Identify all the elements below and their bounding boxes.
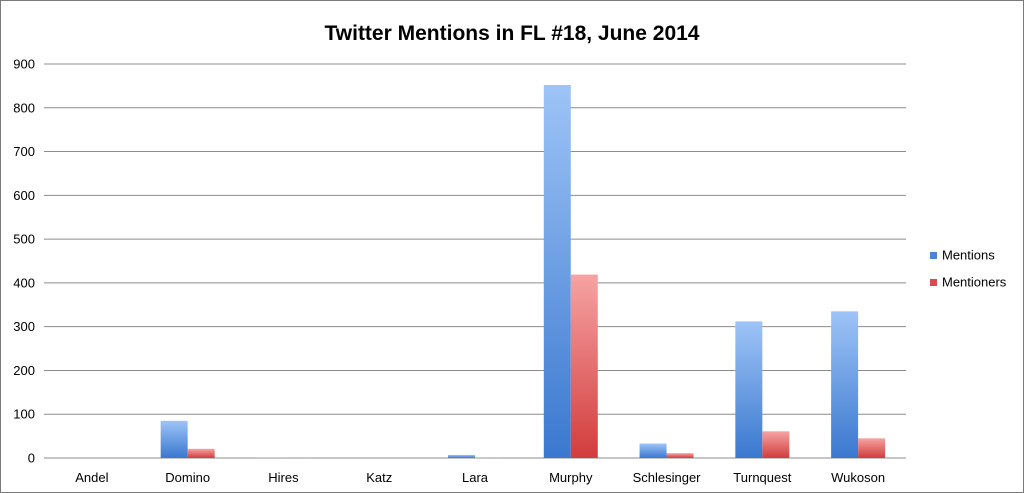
y-tick-label: 700 [13, 144, 35, 159]
y-tick-label: 800 [13, 100, 35, 115]
x-tick-label: Domino [165, 470, 210, 485]
labels-layer: 0 100 200 300 400 500 600 700 800 900 Andel Domino H… [13, 57, 885, 486]
y-tick-label: 0 [28, 451, 35, 466]
y-tick-label: 900 [13, 57, 35, 72]
y-tick-label: 500 [13, 232, 35, 247]
bar-mentioners-schlesinger [666, 453, 694, 458]
bar-mentions-lara [448, 454, 475, 458]
legend: Mentions Mentioners [930, 248, 1007, 290]
x-tick-label: Katz [366, 470, 392, 485]
y-tick-label: 400 [13, 275, 35, 290]
x-tick-label: Schlesinger [633, 470, 702, 485]
bar-mentions-turnquest [735, 321, 763, 458]
chart-title: Twitter Mentions in FL #18, June 2014 [325, 22, 700, 45]
y-tick-label: 300 [13, 319, 35, 334]
bar-mentions-wukoson [831, 311, 859, 458]
bar-mentions-domino [160, 420, 188, 458]
bar-mentioners-turnquest [762, 431, 790, 458]
bars-layer [160, 85, 886, 458]
legend-label-mentions: Mentions [942, 248, 995, 263]
y-tick-label: 100 [13, 407, 35, 422]
y-tick-label: 600 [13, 188, 35, 203]
x-tick-label: Wukoson [831, 470, 885, 485]
x-tick-label: Hires [268, 470, 299, 485]
bar-mentions-murphy [543, 85, 571, 458]
y-tick-label: 200 [13, 363, 35, 378]
grid-layer [44, 63, 906, 459]
bar-mentioners-wukoson [858, 438, 886, 458]
bar-mentioners-murphy [570, 274, 598, 458]
bar-mentions-schlesinger [639, 443, 667, 458]
x-tick-label: Lara [462, 470, 489, 485]
legend-label-mentioners: Mentioners [942, 275, 1007, 290]
legend-swatch-mentions [930, 252, 937, 259]
legend-swatch-mentioners [930, 279, 937, 286]
x-tick-label: Murphy [549, 470, 593, 485]
x-tick-label: Turnquest [733, 470, 791, 485]
bar-mentioners-domino [187, 448, 215, 458]
x-tick-label: Andel [75, 470, 108, 485]
